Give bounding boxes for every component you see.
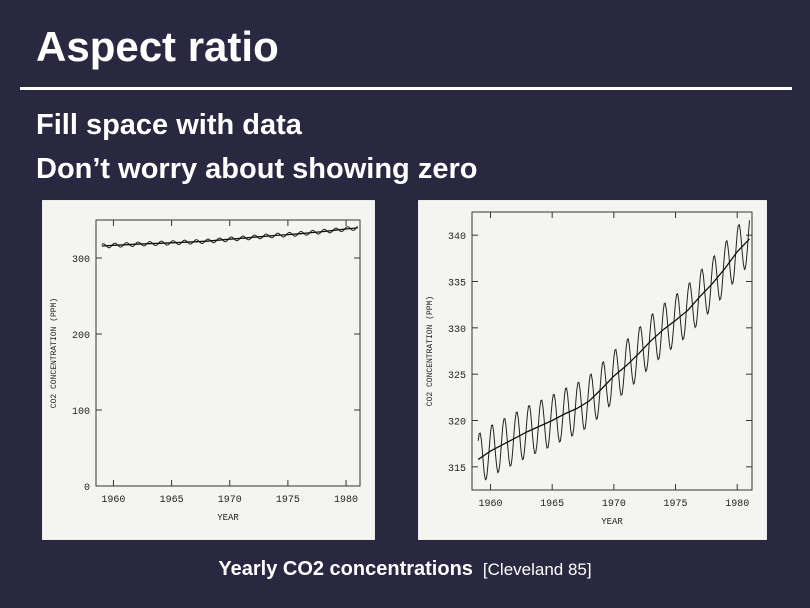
- co2-monthly-line: [477, 220, 750, 481]
- x-tick-label: 1975: [664, 499, 688, 510]
- x-tick-label: 1970: [602, 499, 626, 510]
- x-axis-label: YEAR: [601, 517, 623, 527]
- y-axis-label: CO2 CONCENTRATION (PPM): [426, 296, 435, 406]
- y-tick-label: 340: [448, 232, 466, 243]
- x-tick-label: 1980: [725, 499, 749, 510]
- plot-frame: [471, 211, 753, 491]
- y-tick-label: 200: [72, 331, 90, 342]
- caption-main: Yearly CO2 concentrations: [218, 558, 473, 580]
- y-tick-label: 335: [448, 279, 466, 290]
- title-divider: [20, 87, 792, 90]
- y-tick-label: 320: [448, 418, 466, 429]
- co2-trend-line: [477, 238, 750, 460]
- y-tick-label: 100: [72, 407, 90, 418]
- chart-panel-zoomed: 315 320 325 330 335 340 1960 1965 1970 1975 1980 YE…: [418, 200, 767, 540]
- y-tick-label: 325: [448, 371, 466, 382]
- y-tick-label: 0: [84, 483, 90, 494]
- x-tick-label: 1965: [160, 495, 184, 506]
- y-tick-label: 330: [448, 325, 466, 336]
- slide-title: Aspect ratio: [36, 23, 279, 70]
- caption-citation: [Cleveland 85]: [482, 560, 592, 579]
- bullet-dont-show-zero: Don’t worry about showing zero: [36, 153, 478, 185]
- x-axis-label: YEAR: [217, 513, 239, 523]
- x-tick-label: 1980: [334, 495, 358, 506]
- x-tick-label: 1965: [540, 499, 564, 510]
- y-tick-label: 300: [72, 255, 90, 266]
- co2-chart-zoomed: 315 320 325 330 335 340 1960 1965 1970 1975 1980 YE…: [426, 211, 753, 527]
- slide-caption: Yearly CO2 concentrations [Cleveland 85]: [0, 558, 810, 581]
- co2-chart-zero-baseline: 0 100 200 300 1960 1965 1970 1975 1980 YEAR CO2 CO…: [50, 219, 361, 523]
- co2-trend-line: [101, 227, 358, 247]
- x-tick-label: 1970: [218, 495, 242, 506]
- x-tick-label: 1960: [478, 499, 502, 510]
- x-tick-label: 1960: [101, 495, 125, 506]
- y-axis-label: CO2 CONCENTRATION (PPM): [50, 298, 59, 408]
- plot-frame: [95, 219, 361, 487]
- bullet-fill-space: Fill space with data: [36, 109, 302, 141]
- x-tick-label: 1975: [276, 495, 300, 506]
- chart-panel-full-scale: 0 100 200 300 1960 1965 1970 1975 1980 YEAR CO2 CO…: [42, 200, 375, 540]
- y-tick-label: 315: [448, 464, 466, 475]
